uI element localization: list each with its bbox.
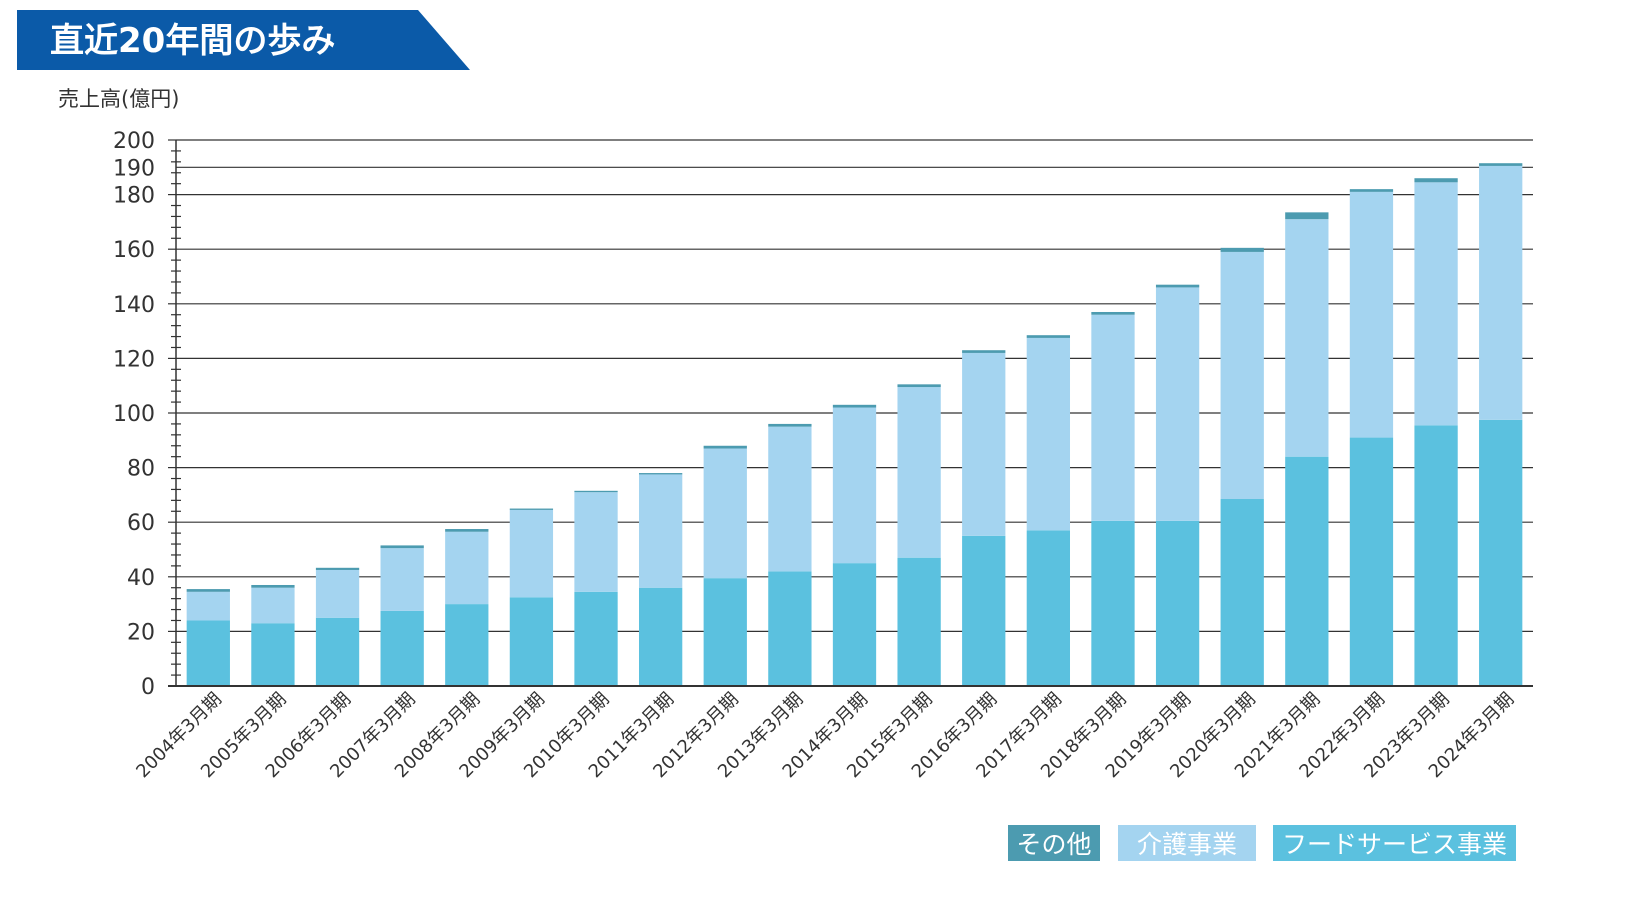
legend-label: その他 (1016, 830, 1091, 859)
bar-segment-food (1414, 425, 1458, 686)
bar-segment-food (1155, 520, 1200, 686)
bar-segment-other (832, 404, 877, 408)
bar-segment-care (1220, 251, 1264, 499)
bar-segment-care (1479, 165, 1523, 420)
bar-segment-care (703, 448, 747, 579)
bars-layer (186, 163, 1523, 686)
x-tick-labels: 2004年3月期2005年3月期2006年3月期2007年3月期2008年3月期… (132, 689, 1518, 783)
bar-segment-other (1155, 284, 1200, 288)
bar-segment-food (1026, 530, 1071, 686)
legend-label: 介護事業 (1137, 830, 1237, 859)
bar-segment-food (380, 610, 424, 686)
legend: その他 介護事業 フードサービス事業 (1008, 825, 1516, 861)
y-tick-label: 100 (113, 402, 155, 427)
bar-segment-care (1285, 219, 1329, 457)
bar-segment-food (1349, 437, 1394, 686)
legend-swatch (1008, 825, 1100, 861)
bar-segment-food (703, 578, 747, 686)
bar-segment-other (1349, 189, 1394, 192)
bar-segment-care (574, 492, 618, 592)
y-tick-label: 40 (127, 566, 155, 591)
bar-segment-other (251, 584, 295, 588)
bar-segment-other (1091, 311, 1135, 315)
title-banner: 直近20年間の歩み (17, 10, 470, 70)
bar-segment-care (638, 474, 683, 588)
bar-segment-food (1091, 520, 1135, 686)
bar-segment-other (897, 384, 941, 388)
bar-segment-care (832, 407, 877, 564)
legend-swatch (1273, 825, 1516, 861)
bar-segment-other (1026, 335, 1071, 338)
bar-segment-other (574, 490, 618, 493)
bar-segment-food (574, 591, 618, 686)
y-axis-label: 売上高(億円) (58, 87, 179, 111)
bar-segment-food (1220, 498, 1264, 686)
y-tick-label: 200 (113, 129, 155, 154)
bar-segment-food (1479, 419, 1523, 686)
legend-swatch (1118, 825, 1256, 861)
bar-segment-other (315, 567, 360, 570)
bar-segment-food (638, 587, 683, 686)
bar-segment-care (1155, 287, 1200, 521)
bar-segment-care (251, 587, 295, 624)
bar-segment-food (832, 563, 877, 686)
bar-segment-care (509, 509, 554, 598)
bar-segment-other (1220, 247, 1264, 252)
bar-segment-other (1479, 163, 1523, 166)
bar-segment-care (445, 531, 489, 605)
bar-segment-care (315, 569, 360, 618)
bar-segment-food (445, 604, 489, 686)
bar-segment-other (962, 350, 1006, 353)
title-banner-shape (17, 10, 470, 70)
bar-segment-other (1285, 212, 1329, 220)
bar-segment-care (186, 591, 230, 621)
bar-segment-other (445, 529, 489, 532)
bar-segment-other (768, 423, 812, 427)
bar-segment-food (509, 597, 554, 686)
bar-segment-other (638, 473, 683, 475)
bar-segment-care (1026, 337, 1071, 531)
bar-segment-other (703, 445, 747, 449)
bar-segment-care (768, 426, 812, 572)
bar-segment-food (315, 617, 360, 686)
bar-segment-food (251, 623, 295, 686)
y-tick-label: 120 (113, 347, 155, 372)
y-tick-label: 20 (127, 620, 155, 645)
y-tick-label: 180 (113, 184, 155, 209)
page-title: 直近20年間の歩み (50, 21, 335, 61)
y-tick-label: 80 (127, 457, 155, 482)
y-tick-label: 0 (141, 675, 155, 700)
bar-segment-other (509, 508, 554, 510)
bar-segment-care (897, 387, 941, 558)
bar-segment-food (897, 557, 941, 686)
bar-segment-other (380, 545, 424, 549)
y-tick-label: 60 (127, 511, 155, 536)
y-tick-label: 190 (113, 156, 155, 181)
bar-segment-food (962, 535, 1006, 686)
bar-segment-other (186, 589, 230, 592)
y-tick-label: 140 (113, 293, 155, 318)
bar-segment-care (1414, 182, 1458, 426)
bar-segment-other (1414, 178, 1458, 183)
bar-segment-care (1349, 191, 1394, 438)
y-tick-label: 160 (113, 238, 155, 263)
bar-segment-care (1091, 314, 1135, 521)
bar-segment-food (768, 571, 812, 686)
bar-segment-care (962, 352, 1006, 536)
bar-segment-food (1285, 456, 1329, 686)
bar-segment-care (380, 548, 424, 611)
bar-segment-food (186, 620, 230, 686)
legend-label: フードサービス事業 (1282, 830, 1507, 859)
axis-layer (168, 139, 1533, 687)
